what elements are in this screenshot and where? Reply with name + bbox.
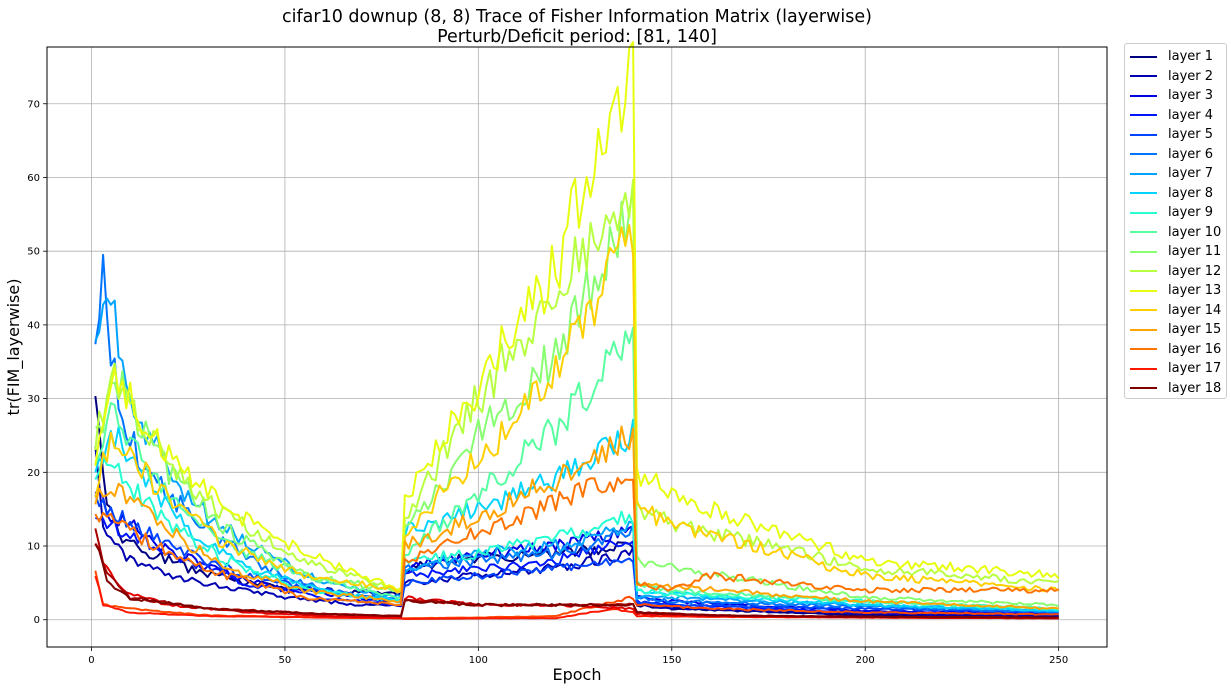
legend-label: layer 12 [1168, 263, 1222, 279]
y-tick-label: 50 [27, 247, 40, 258]
x-tick-label: 250 [1049, 655, 1068, 666]
legend-label: layer 1 [1168, 49, 1214, 65]
legend-item: layer 16 [1125, 340, 1226, 360]
legend-swatch [1130, 250, 1157, 253]
legend-label: layer 15 [1168, 322, 1222, 338]
y-tick-label: 40 [27, 320, 40, 331]
legend-swatch [1130, 348, 1157, 351]
series-line [94, 178, 1059, 593]
legend-swatch [1130, 231, 1157, 234]
chart-title: cifar10 downup (8, 8) Trace of Fisher In… [282, 7, 872, 27]
legend-label: layer 16 [1168, 341, 1222, 357]
series-layer [94, 41, 1060, 621]
legend-item: layer 12 [1125, 262, 1226, 282]
legend-label: layer 9 [1168, 205, 1214, 221]
legend-item: layer 13 [1125, 281, 1226, 301]
legend-swatch [1130, 367, 1157, 370]
legend-item: layer 18 [1125, 379, 1226, 399]
legend-label: layer 11 [1168, 244, 1222, 260]
legend-item: layer 9 [1125, 203, 1226, 223]
legend-item: layer 4 [1125, 106, 1226, 126]
x-tick-label: 0 [88, 655, 94, 666]
legend-swatch [1130, 114, 1157, 117]
legend-swatch [1130, 94, 1157, 97]
legend-item: layer 6 [1125, 145, 1226, 165]
x-tick-label: 50 [279, 655, 292, 666]
legend-label: layer 17 [1168, 361, 1222, 377]
legend-swatch [1130, 211, 1157, 214]
series-line [94, 395, 1059, 618]
plot-frame [46, 46, 1108, 648]
y-tick-label: 30 [27, 394, 40, 405]
legend-swatch [1130, 289, 1157, 292]
legend-label: layer 7 [1168, 166, 1214, 182]
legend-label: layer 8 [1168, 185, 1214, 201]
y-tick-label: 70 [27, 99, 40, 110]
legend-item: layer 2 [1125, 67, 1226, 87]
y-tick-label: 0 [34, 615, 40, 626]
legend-item: layer 3 [1125, 86, 1226, 106]
y-tick-label: 20 [27, 468, 40, 479]
legend-item: layer 5 [1125, 125, 1226, 145]
legend-swatch [1130, 309, 1157, 312]
x-tick-label: 100 [469, 655, 488, 666]
series-line [94, 418, 1059, 613]
legend-label: layer 10 [1168, 224, 1222, 240]
legend-label: layer 3 [1168, 88, 1214, 104]
legend-swatch [1130, 55, 1157, 58]
y-tick-label: 60 [27, 173, 40, 184]
x-axis-label: Epoch [553, 665, 602, 684]
legend-swatch [1130, 153, 1157, 156]
series-line [94, 487, 1059, 615]
series-line [94, 454, 1059, 611]
legend: layer 1 layer 2 layer 3 layer 4 layer 5 layer… [1124, 43, 1227, 399]
legend-item: layer 14 [1125, 301, 1226, 321]
legend-item: layer 11 [1125, 242, 1226, 262]
series-line [94, 41, 1060, 592]
legend-swatch [1130, 270, 1157, 273]
series-line [94, 188, 1059, 608]
legend-item: layer 1 [1125, 47, 1226, 67]
legend-label: layer 4 [1168, 107, 1214, 123]
series-line [94, 425, 1059, 610]
tick-layer: 0 50 100 150 200 250 0 10 20 30 40 50 60 70 [27, 99, 1068, 666]
legend-label: layer 6 [1168, 146, 1214, 162]
legend-item: layer 8 [1125, 184, 1226, 204]
legend-swatch [1130, 192, 1157, 195]
legend-item: layer 17 [1125, 359, 1226, 379]
legend-swatch [1130, 75, 1157, 78]
series-line [94, 476, 1060, 607]
legend-label: layer 13 [1168, 283, 1222, 299]
y-tick-label: 10 [27, 542, 40, 553]
legend-swatch [1130, 133, 1157, 136]
legend-item: layer 10 [1125, 223, 1226, 243]
legend-item: layer 7 [1125, 164, 1226, 184]
legend-swatch [1130, 328, 1157, 331]
series-line [94, 446, 1059, 618]
y-axis-label: tr(FIM_layerwise) [4, 279, 24, 416]
legend-label: layer 2 [1168, 68, 1214, 84]
legend-item: layer 15 [1125, 320, 1226, 340]
series-line [94, 543, 1059, 619]
legend-label: layer 5 [1168, 127, 1214, 143]
x-tick-label: 150 [662, 655, 681, 666]
legend-swatch [1130, 387, 1157, 390]
grid-layer [47, 47, 1107, 647]
chart-subtitle: Perturb/Deficit period: [81, 140] [437, 27, 717, 47]
legend-label: layer 18 [1168, 380, 1222, 396]
legend-label: layer 14 [1168, 302, 1222, 318]
series-line [94, 224, 1060, 594]
legend-swatch [1130, 172, 1157, 175]
series-line [94, 297, 1059, 613]
x-tick-label: 200 [856, 655, 875, 666]
